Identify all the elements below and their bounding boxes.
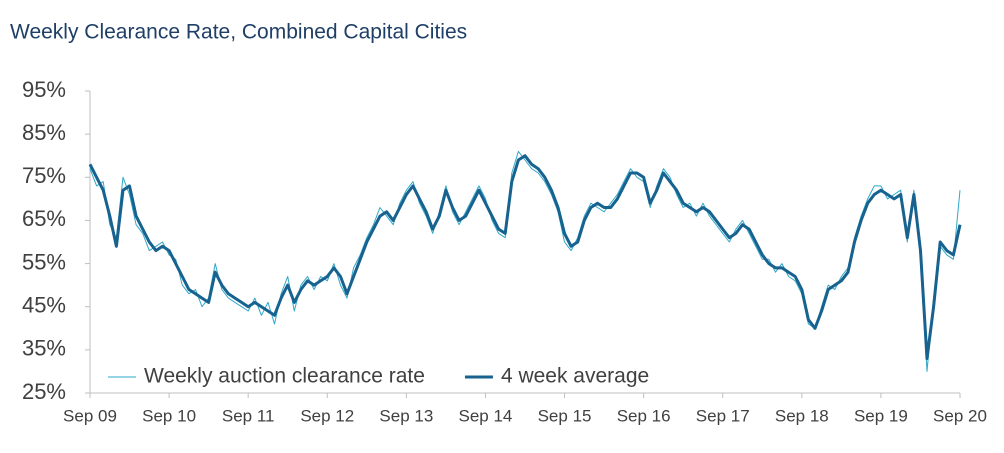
series-line: [89, 150, 961, 372]
x-tick-label: Sep 11: [222, 406, 275, 425]
y-tick-label: 95%: [22, 77, 66, 102]
legend-label: 4 week average: [501, 365, 649, 388]
y-tick-label: 25%: [22, 379, 66, 404]
series-line: [88, 154, 962, 360]
x-tick-label: Sep 12: [300, 406, 354, 425]
y-tick-label: 65%: [22, 206, 66, 231]
y-tick-label: 75%: [22, 163, 66, 188]
x-tick-label: Sep 13: [379, 406, 433, 425]
y-tick-label: 45%: [22, 293, 66, 318]
x-tick-label: Sep 14: [459, 406, 513, 425]
x-tick-label: Sep 16: [617, 406, 671, 425]
x-tick-label: Sep 18: [775, 406, 829, 425]
y-tick-label: 35%: [22, 336, 66, 361]
x-tick-label: Sep 09: [63, 406, 117, 425]
y-tick-label: 85%: [22, 120, 66, 145]
x-tick-label: Sep 15: [538, 406, 592, 425]
y-tick-label: 55%: [22, 249, 66, 274]
x-tick-label: Sep 17: [696, 406, 750, 425]
chart-title: Weekly Clearance Rate, Combined Capital …: [10, 21, 467, 44]
x-tick-label: Sep 19: [854, 406, 908, 425]
x-tick-label: Sep 10: [142, 406, 196, 425]
x-tick-label: Sep 20: [933, 406, 987, 425]
legend-label: Weekly auction clearance rate: [144, 365, 425, 388]
